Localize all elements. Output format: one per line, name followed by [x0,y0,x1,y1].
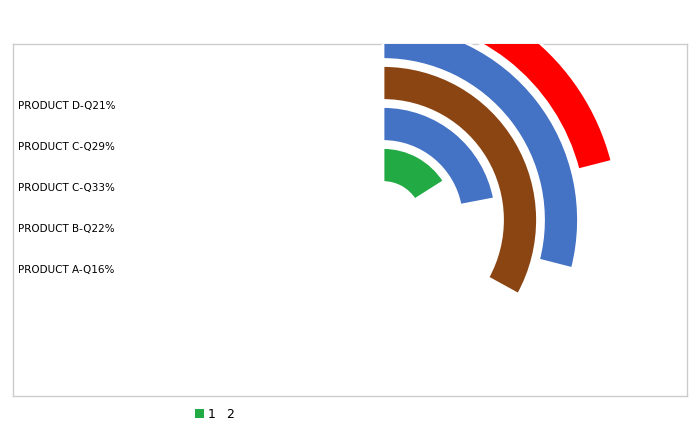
Text: 1: 1 [208,407,216,420]
Wedge shape [383,25,579,269]
Wedge shape [383,0,612,170]
Bar [195,408,204,418]
Wedge shape [383,66,538,295]
Text: PRODUCT C-Q33%: PRODUCT C-Q33% [18,183,115,193]
Text: PRODUCT C-Q29%: PRODUCT C-Q29% [18,141,115,152]
Wedge shape [383,148,444,200]
Text: PRODUCT D-Q21%: PRODUCT D-Q21% [18,101,115,111]
Text: PRODUCT A-Q16%: PRODUCT A-Q16% [18,264,115,274]
Wedge shape [383,107,494,206]
Text: PRODUCT B-Q22%: PRODUCT B-Q22% [18,224,115,233]
Text: 2: 2 [226,407,234,420]
Text: RADIAL BAR CHART WITH PERCENTAGE: RADIAL BAR CHART WITH PERCENTAGE [152,14,547,31]
